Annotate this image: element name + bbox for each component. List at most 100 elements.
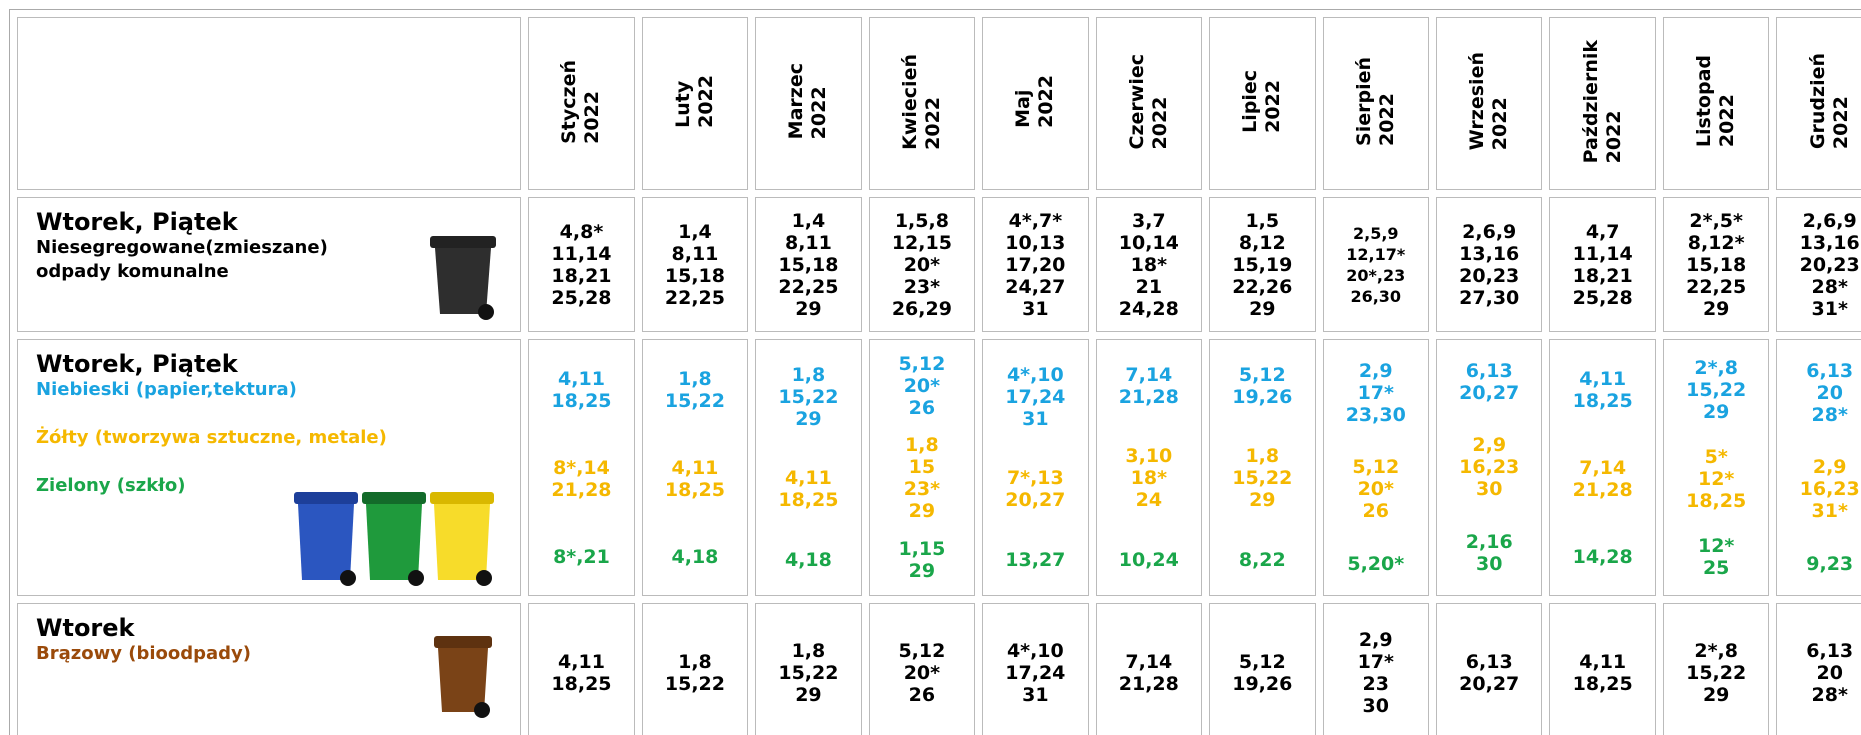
date-line: 7,14 xyxy=(1579,456,1627,479)
date-groups: 4,11 18,25 xyxy=(1550,651,1654,695)
date-line: 15,18 xyxy=(778,253,839,276)
date-line: 13,16 xyxy=(1459,242,1520,265)
date-line: 11,14 xyxy=(1572,242,1633,265)
date-cell: 5,12 19,26 xyxy=(1209,603,1316,735)
date-cell: 4*,10 17,24 31 7*,13 20,27 13,27 xyxy=(982,339,1089,596)
date-line: 1,8 xyxy=(791,640,826,662)
bin-black xyxy=(430,236,497,320)
schedule-row: Wtorek, Piątek Niebieski (papier,tektura)… xyxy=(17,339,1861,596)
date-cell: 1,5,8 12,15 20* 23* 26,29 xyxy=(868,197,976,332)
row-title: Wtorek, Piątek xyxy=(36,208,238,236)
date-group: 8*,14 21,28 xyxy=(529,457,633,501)
date-groups: 6,13 20 28* 2,9 16,23 31* 9,23 xyxy=(1777,345,1861,590)
bin-brown xyxy=(434,636,493,718)
date-group: 1,8 15,22 xyxy=(643,368,747,412)
date-cell: 7,14 21,28 xyxy=(1095,603,1203,735)
date-groups: 1,5,8 12,15 20* 23* 26,29 xyxy=(870,210,974,320)
date-line: 28* xyxy=(1811,404,1848,427)
date-line: 18,25 xyxy=(664,478,725,501)
date-groups: 4,7 11,14 18,21 25,28 xyxy=(1550,221,1654,309)
date-line: 8,11 xyxy=(784,231,832,254)
date-group: 2*,5* 8,12* 15,18 22,25 29 xyxy=(1664,210,1768,320)
date-line: 25,28 xyxy=(551,286,612,309)
date-line: 4,18 xyxy=(671,545,719,568)
date-group: 4,11 18,25 xyxy=(529,368,633,412)
table-frame: Styczeń 2022 Luty 2022 Marzec 2022 Kwiecień 202… xyxy=(9,9,1861,735)
month-name: Listopad xyxy=(1693,55,1716,148)
date-line: 15,22 xyxy=(1686,662,1747,684)
date-group: 1,4 8,11 15,18 22,25 xyxy=(643,221,747,309)
date-line: 24 xyxy=(1135,489,1163,512)
month-name: Grudzień xyxy=(1806,53,1829,150)
date-line: 3,10 xyxy=(1125,445,1173,468)
date-line: 17* xyxy=(1357,382,1394,405)
date-cell: 4,11 18,25 7,14 21,28 14,28 xyxy=(1549,339,1656,596)
date-group: 6,13 20,27 xyxy=(1437,651,1541,695)
date-group: 6,13 20,27 xyxy=(1437,360,1541,404)
date-line: 20,27 xyxy=(1459,382,1520,405)
date-group: 10,24 xyxy=(1097,549,1201,571)
date-line: 30 xyxy=(1476,552,1503,575)
date-cell: 6,13 20,27 xyxy=(1436,603,1543,735)
date-line: 7,14 xyxy=(1125,651,1173,673)
bins-color xyxy=(294,492,495,586)
date-groups: 2,5,9 12,17* 20*,23 26,30 xyxy=(1324,223,1428,307)
date-cell: 2,6,9 13,16 20,23 27,30 xyxy=(1436,197,1543,332)
month-label: Wrzesień 2022 xyxy=(1466,52,1512,150)
date-group: 4,11 18,25 xyxy=(643,457,747,501)
month-year: 2022 xyxy=(921,96,944,150)
date-line: 2,16 xyxy=(1465,530,1513,553)
date-group: 1,5 8,12 15,19 22,26 29 xyxy=(1210,210,1314,320)
date-line: 27,30 xyxy=(1459,286,1520,309)
schedule-table: Styczeń 2022 Luty 2022 Marzec 2022 Kwiecień 202… xyxy=(10,10,1861,735)
date-line: 4,11 xyxy=(1579,367,1627,390)
date-groups: 2,9 17* 23 30 xyxy=(1324,629,1428,717)
date-line: 10,14 xyxy=(1118,231,1179,254)
date-group: 1,8 15 23* 29 xyxy=(870,434,974,522)
date-cell: 2*,5* 8,12* 15,18 22,25 29 xyxy=(1662,197,1770,332)
date-groups: 1,8 15,22 4,11 18,25 4,18 xyxy=(643,345,747,590)
date-group: 4,8* 11,14 18,21 25,28 xyxy=(529,221,633,309)
date-group: 6,13 20 28* xyxy=(1777,360,1861,426)
date-group: 2,5,9 12,17* 20*,23 26,30 xyxy=(1324,223,1428,307)
date-line: 1,4 xyxy=(678,220,712,243)
row-subtitle: Żółty (tworzywa sztuczne, metale) xyxy=(36,427,387,448)
date-line: 2,5,9 xyxy=(1352,223,1399,243)
date-group: 2*,8 15,22 29 xyxy=(1664,357,1768,423)
date-groups: 6,13 20 28* xyxy=(1777,640,1861,706)
date-cell: 2,9 17* 23,30 5,12 20* 26 5,20* xyxy=(1322,339,1429,596)
date-line: 1,5,8 xyxy=(894,209,949,232)
date-group: 4*,10 17,24 31 xyxy=(983,364,1087,430)
date-group: 4,11 18,25 xyxy=(1550,651,1654,695)
date-groups: 2*,5* 8,12* 15,18 22,25 29 xyxy=(1664,210,1768,320)
date-line: 12,17* xyxy=(1346,244,1406,264)
row-subtitle: Brązowy (bioodpady) xyxy=(36,643,251,664)
date-group: 2,6,9 13,16 20,23 28* 31* xyxy=(1777,210,1861,320)
date-cell: 4,11 18,25 8*,14 21,28 8*,21 xyxy=(528,339,635,596)
month-label: Marzec 2022 xyxy=(785,63,831,139)
date-line: 12,15 xyxy=(891,231,952,254)
month-header: Maj 2022 xyxy=(982,17,1089,190)
date-cell: 1,8 15,22 29 xyxy=(755,603,862,735)
date-line: 1,8 xyxy=(905,434,939,457)
date-line: 8,11 xyxy=(671,242,719,265)
date-line: 15 xyxy=(908,456,936,479)
date-line: 4,11 xyxy=(558,367,605,390)
date-group: 2*,8 15,22 29 xyxy=(1664,640,1768,706)
date-line: 20,23 xyxy=(1799,253,1860,276)
schedule-row: Wtorek, Piątek Niesegregowane(zmieszane) o… xyxy=(17,197,1861,332)
date-groups: 5,12 20* 26 xyxy=(870,640,974,706)
date-line: 4,18 xyxy=(784,549,832,572)
month-year: 2022 xyxy=(1716,94,1739,148)
date-cell: 1,4 8,11 15,18 22,25 xyxy=(641,197,749,332)
date-group: 6,13 20 28* xyxy=(1777,640,1861,706)
month-name: Styczeń xyxy=(558,59,581,144)
month-name: Marzec xyxy=(785,63,808,140)
date-line: 15,22 xyxy=(664,389,725,412)
row-subtitle: odpady komunalne xyxy=(36,261,229,282)
date-cell: 2*,8 15,22 29 xyxy=(1662,603,1770,735)
date-cell: 1,8 15,22 4,11 18,25 4,18 xyxy=(641,339,749,596)
date-groups: 1,4 8,11 15,18 22,25 29 xyxy=(756,210,860,320)
date-groups: 2*,8 15,22 29 xyxy=(1664,640,1768,706)
